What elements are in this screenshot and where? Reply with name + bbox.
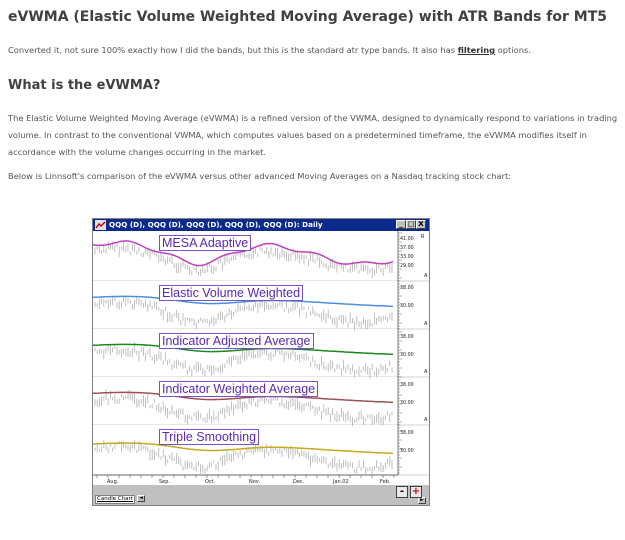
filtering-link[interactable]: filtering: [457, 45, 496, 55]
a-flag: A: [424, 273, 428, 279]
x-label-jan: Jan.02: [333, 479, 349, 485]
elastic-volume-weighted-label: Elastic Volume Weighted: [159, 285, 304, 301]
a-flag: A: [424, 369, 428, 375]
x-label-sep: Sep.: [159, 479, 171, 485]
x-label-aug: Aug.: [107, 479, 119, 485]
zoom-out-button[interactable]: -: [396, 486, 408, 498]
y-tick: 38.00: [400, 335, 414, 340]
y-tick: 38.00: [400, 383, 414, 388]
y-tick: 30.00: [400, 304, 414, 309]
intro-text-after: options.: [495, 45, 531, 55]
close-button[interactable]: X: [416, 220, 426, 229]
chart-svg: [92, 231, 429, 478]
candle-chart-tab[interactable]: Candle Chart: [95, 495, 135, 504]
page-title: eVWMA (Elastic Volume Weighted Moving Av…: [8, 9, 608, 25]
chart-window-title: QQQ (D), QQQ (D), QQQ (D), QQQ (D), QQQ …: [109, 220, 323, 229]
y-tick: 41.00: [400, 237, 414, 242]
maximize-button[interactable]: □: [406, 220, 416, 229]
a-flag: A: [424, 321, 428, 327]
y-tick: 37.00: [400, 246, 414, 251]
intro-text: Converted it, not sure 100% exactly how …: [8, 45, 531, 55]
y-tick: 33.00: [400, 255, 414, 260]
x-label-oct: Oct.: [205, 479, 216, 485]
chart-plot-area: R MESA Adaptive Elastic Volume Weighted …: [92, 231, 429, 485]
indicator-adjusted-average-label: Indicator Adjusted Average: [159, 333, 314, 349]
y-tick: 29.00: [400, 264, 414, 269]
x-label-feb: Feb.: [380, 479, 391, 485]
y-tick: 38.00: [400, 286, 414, 291]
scroll-right-arrow[interactable]: ►: [418, 497, 426, 504]
indicator-line: [92, 240, 394, 267]
y-tick: 38.00: [400, 431, 414, 436]
x-label-nov: Nov.: [249, 479, 260, 485]
indicator-weighted-average-label: Indicator Weighted Average: [159, 381, 319, 397]
section-heading: What is the eVWMA?: [8, 78, 161, 93]
description-paragraph: The Elastic Volume Weighted Moving Avera…: [8, 113, 618, 157]
chart-app-icon: [95, 220, 106, 230]
triple-smoothing-label: Triple Smoothing: [159, 429, 260, 445]
y-tick: 30.00: [400, 401, 414, 406]
indicator-line: [92, 391, 394, 404]
mesa-adaptive-label: MESA Adaptive: [159, 235, 252, 251]
minimize-button[interactable]: _: [396, 220, 406, 229]
a-flag: A: [424, 417, 428, 423]
comparison-paragraph: Below is Linnsoft's comparison of the eV…: [8, 171, 512, 181]
indicator-line: [92, 442, 394, 455]
y-tick: 30.00: [400, 353, 414, 358]
y-tick: 30.00: [400, 449, 414, 454]
scroll-left-arrow[interactable]: ◄: [137, 495, 145, 502]
r-flag: R: [421, 234, 425, 240]
indicator-line: [92, 343, 394, 356]
intro-text-before: Converted it, not sure 100% exactly how …: [8, 45, 458, 55]
chart-image: QQQ (D), QQQ (D), QQQ (D), QQQ (D), QQQ …: [92, 218, 430, 506]
zoom-in-button[interactable]: +: [410, 486, 422, 498]
x-label-dec: Dec.: [293, 479, 305, 485]
chart-titlebar: QQQ (D), QQQ (D), QQQ (D), QQQ (D), QQQ …: [93, 219, 429, 231]
indicator-line: [92, 295, 394, 308]
chart-bottom-bar: Candle Chart ◄ ► - +: [93, 485, 429, 505]
